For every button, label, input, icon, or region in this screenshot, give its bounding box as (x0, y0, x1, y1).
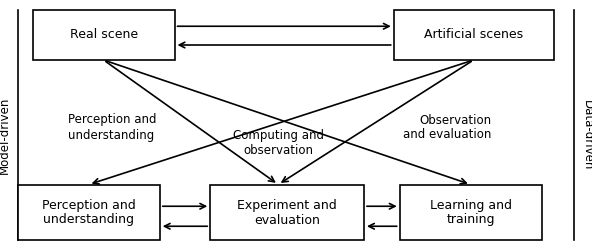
FancyBboxPatch shape (400, 185, 542, 240)
Text: Perception and
understanding: Perception and understanding (42, 198, 136, 226)
FancyBboxPatch shape (394, 10, 554, 60)
Text: Real scene: Real scene (69, 28, 138, 42)
FancyBboxPatch shape (18, 185, 160, 240)
Text: Learning and
training: Learning and training (430, 198, 511, 226)
Text: Data-driven: Data-driven (581, 100, 592, 170)
Text: Perception and
understanding: Perception and understanding (68, 114, 156, 141)
Text: Experiment and
evaluation: Experiment and evaluation (237, 198, 337, 226)
Text: Observation
and evaluation: Observation and evaluation (403, 114, 491, 141)
FancyBboxPatch shape (33, 10, 175, 60)
FancyBboxPatch shape (210, 185, 364, 240)
Text: Computing and
observation: Computing and observation (233, 128, 324, 156)
Text: Artificial scenes: Artificial scenes (424, 28, 523, 42)
Text: Model-driven: Model-driven (0, 96, 11, 174)
